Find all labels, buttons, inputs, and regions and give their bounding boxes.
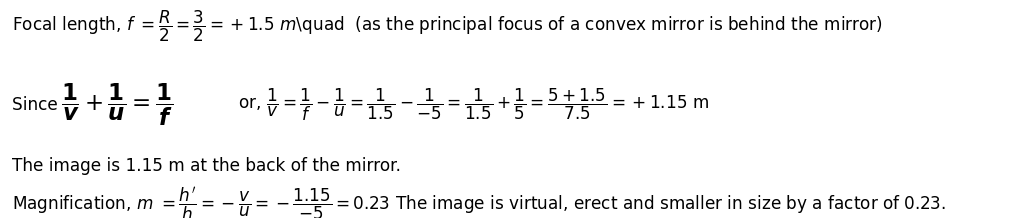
- Text: Focal length, $f\ =\dfrac{R}{2}=\dfrac{3}{2}=+1.5\ m$\quad  (as the principal fo: Focal length, $f\ =\dfrac{R}{2}=\dfrac{3…: [12, 9, 884, 44]
- Text: Magnification, $m\ =\dfrac{h'}{h}=-\dfrac{v}{u}=-\dfrac{1.15}{-5}=0.23$ The imag: Magnification, $m\ =\dfrac{h'}{h}=-\dfra…: [12, 186, 946, 218]
- Text: $\dfrac{\mathbf{1}}{\boldsymbol{v}}+\dfrac{\mathbf{1}}{\boldsymbol{u}}=\dfrac{\m: $\dfrac{\mathbf{1}}{\boldsymbol{v}}+\dfr…: [61, 82, 173, 128]
- Text: or, $\dfrac{1}{v}=\dfrac{1}{f}-\dfrac{1}{u}=\dfrac{1}{1.5}-\dfrac{1}{-5}=\dfrac{: or, $\dfrac{1}{v}=\dfrac{1}{f}-\dfrac{1}…: [222, 87, 710, 123]
- Text: Since: Since: [12, 96, 63, 114]
- Text: The image is 1.15 m at the back of the mirror.: The image is 1.15 m at the back of the m…: [12, 157, 401, 175]
